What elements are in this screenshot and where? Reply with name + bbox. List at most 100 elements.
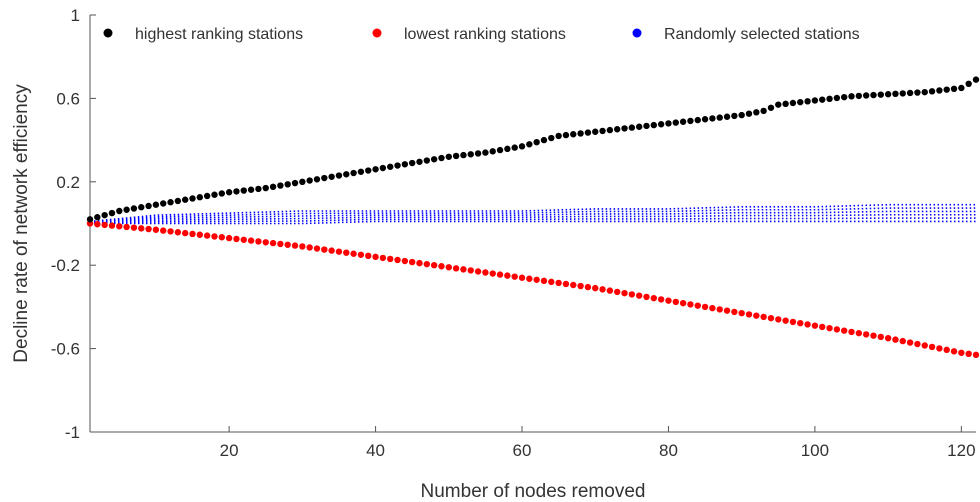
data-point <box>753 312 760 319</box>
y-tick-label: 1 <box>71 6 80 25</box>
x-axis-label: Number of nodes removed <box>421 481 646 502</box>
data-point <box>365 167 372 174</box>
data-point <box>906 339 914 346</box>
data-point <box>643 293 650 301</box>
data-point <box>145 202 152 210</box>
data-point <box>877 91 885 98</box>
data-point <box>628 291 636 298</box>
legend-marker <box>632 28 642 38</box>
random-trial-line <box>89 207 976 223</box>
data-point <box>394 256 401 264</box>
data-point <box>892 336 899 343</box>
data-point <box>365 252 372 260</box>
data-point <box>350 250 357 257</box>
data-point <box>321 174 328 182</box>
data-point <box>233 188 240 195</box>
data-point <box>101 221 108 229</box>
data-point <box>387 255 394 263</box>
data-point <box>416 158 423 165</box>
data-point <box>240 187 247 194</box>
axes <box>89 14 976 433</box>
data-point <box>884 91 892 98</box>
data-point <box>489 148 496 155</box>
data-point <box>592 284 599 292</box>
data-point <box>870 332 877 339</box>
data-point <box>972 351 980 359</box>
data-point <box>160 227 167 234</box>
data-point <box>694 116 701 124</box>
data-point <box>518 143 526 150</box>
data-point <box>116 223 123 230</box>
y-tick-label: -0.2 <box>51 256 80 275</box>
data-point <box>621 289 628 297</box>
data-point <box>870 91 877 99</box>
x-tick-label: 40 <box>366 441 385 460</box>
data-point <box>460 266 467 273</box>
data-point <box>203 192 211 200</box>
data-point <box>775 316 782 323</box>
data-point <box>511 144 518 151</box>
data-point <box>672 119 679 126</box>
data-point <box>372 166 379 173</box>
data-point <box>687 117 694 125</box>
data-point <box>840 93 848 101</box>
data-point <box>694 302 701 309</box>
data-point <box>138 204 145 211</box>
data-point <box>731 112 738 120</box>
data-point <box>299 178 306 185</box>
data-point <box>269 183 277 191</box>
data-point <box>94 214 101 221</box>
data-point <box>284 181 291 188</box>
data-point <box>928 88 936 95</box>
data-point <box>599 127 606 135</box>
data-point <box>225 234 233 242</box>
data-point <box>482 149 489 156</box>
data-point <box>167 228 174 235</box>
data-point <box>650 121 658 129</box>
data-point <box>540 136 548 144</box>
data-point <box>914 89 921 96</box>
y-axis-label: Decline rate of network efficiency <box>11 84 32 363</box>
tick-labels: 20 40 60 80 100 120 -1 -0.6 -0.2 0.2 0.6 1 <box>51 6 976 460</box>
data-point <box>299 243 306 250</box>
series-highest-ranking-stations <box>86 76 980 223</box>
data-point <box>174 197 182 205</box>
data-point <box>423 157 431 164</box>
data-point <box>438 263 445 270</box>
data-point <box>555 279 562 287</box>
data-point <box>277 182 284 189</box>
data-point <box>408 159 416 167</box>
data-point <box>86 216 94 223</box>
data-point <box>247 237 255 244</box>
data-point <box>452 152 460 160</box>
data-point <box>240 236 247 243</box>
data-point <box>533 138 540 146</box>
random-trial-line <box>89 203 976 223</box>
data-point <box>167 199 174 206</box>
data-point <box>672 298 679 306</box>
data-point <box>335 248 343 255</box>
data-point <box>401 161 409 168</box>
data-point <box>650 294 658 302</box>
data-point <box>313 176 321 183</box>
data-point <box>709 304 716 312</box>
data-point <box>467 151 474 158</box>
y-tick-label: 0.6 <box>56 89 80 108</box>
data-point <box>474 150 482 157</box>
data-point <box>804 321 811 328</box>
data-point <box>592 128 599 135</box>
data-point <box>767 104 775 111</box>
data-point <box>562 131 570 139</box>
data-point <box>504 145 511 153</box>
data-point <box>745 311 753 318</box>
data-point <box>138 225 145 232</box>
legend-marker <box>103 28 113 38</box>
data-point <box>335 172 343 179</box>
data-point <box>606 287 614 294</box>
data-point <box>701 303 709 311</box>
data-point <box>753 109 760 116</box>
data-point <box>372 253 379 261</box>
x-tick-label: 120 <box>947 441 975 460</box>
data-point <box>203 232 211 239</box>
